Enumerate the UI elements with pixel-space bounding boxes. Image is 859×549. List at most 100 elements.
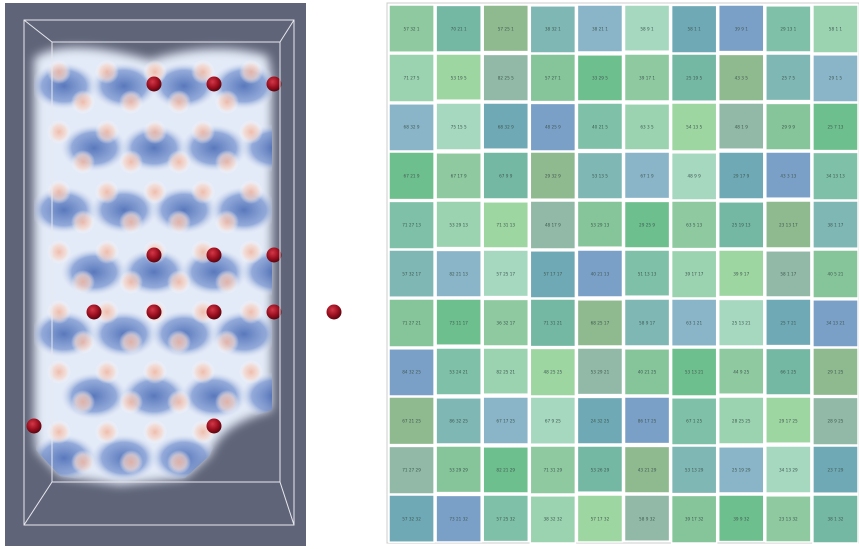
- cell-label: 53 29 13: [591, 223, 610, 228]
- cell-label: 82 21 29: [496, 468, 515, 473]
- cell-fill: [482, 4, 530, 53]
- cell-label: 25 13 21: [732, 321, 751, 326]
- cell-label: 63 3 5: [640, 125, 654, 130]
- warm-density-blob: [191, 120, 215, 144]
- grid-cell: 25 7 21: [765, 298, 812, 347]
- warm-density-blob: [215, 390, 239, 414]
- grid-cell: 53 19 5: [435, 53, 482, 101]
- grid-cell: 58 1 1: [670, 4, 718, 54]
- atom-sphere: [146, 247, 162, 263]
- grid-cell: 25 7 13: [812, 102, 859, 152]
- grid-cell: 39 17 17: [670, 249, 718, 299]
- grid-cell: 63 5 13: [670, 200, 718, 250]
- cell-label: 71 27 29: [402, 468, 421, 473]
- cell-label: 34 13 29: [779, 468, 798, 473]
- cell-fill: [812, 249, 859, 299]
- cell-label: 48 9 9: [687, 174, 701, 179]
- grid-cell: 40 21 13: [576, 249, 624, 298]
- grid-cell: 73 11 17: [435, 298, 482, 346]
- warm-density-blob: [95, 420, 119, 444]
- cell-fill: [482, 151, 530, 200]
- cell-fill: [576, 396, 624, 445]
- grid-cell: 29 1 5: [812, 54, 859, 103]
- warm-density-blob: [167, 270, 191, 294]
- grid-cell: 29 1 25: [812, 347, 859, 397]
- grid-cell: 67 17 9: [435, 152, 482, 200]
- cell-label: 23 7 29: [827, 468, 843, 473]
- cell-fill: [529, 151, 577, 200]
- cell-fill: [812, 4, 859, 54]
- grid-cell: 28 25 25: [717, 396, 765, 445]
- cell-fill: [435, 397, 482, 445]
- cell-label: 86 32 25: [449, 419, 468, 424]
- cell-label: 53 13 5: [592, 174, 608, 179]
- cell-label: 25 7 5: [782, 76, 796, 81]
- cell-label: 29 1 25: [827, 370, 843, 375]
- cell-label: 25 19 5: [686, 76, 702, 81]
- grid-cell: 82 21 29: [482, 446, 530, 494]
- grid-cell: 38 21 1: [576, 4, 624, 53]
- cell-label: 28 25 25: [732, 419, 751, 424]
- warm-density-blob: [239, 60, 263, 84]
- grid-cell: 39 9 32: [717, 494, 765, 543]
- warm-density-blob: [119, 270, 143, 294]
- box-back-face: [51, 41, 281, 483]
- cell-fill: [435, 494, 482, 543]
- warm-density-blob: [47, 180, 71, 204]
- warm-density-blob: [215, 210, 239, 234]
- warm-density-blob: [167, 390, 191, 414]
- warm-density-blob: [119, 330, 143, 354]
- cell-label: 57 32 1: [404, 27, 420, 32]
- cell-fill: [529, 5, 577, 54]
- warm-density-blob: [47, 300, 71, 324]
- cell-fill: [482, 446, 530, 494]
- cell-label: 57 25 1: [498, 27, 514, 32]
- cell-label: 38 32 1: [545, 27, 561, 32]
- cell-fill: [623, 53, 671, 102]
- cell-fill: [576, 494, 624, 543]
- cell-label: 34 13 21: [826, 321, 845, 326]
- grid-cell: 38 1 17: [812, 200, 859, 249]
- grid-cell: 67 9 9: [482, 151, 530, 200]
- cell-label: 71 31 21: [544, 321, 563, 326]
- cell-label: 71 27 21: [402, 321, 421, 326]
- grid-cell: 34 13 29: [765, 445, 812, 494]
- cell-label: 29 9 9: [782, 125, 796, 130]
- warm-density-blob: [167, 150, 191, 174]
- grid-cell: 53 13 5: [576, 151, 624, 200]
- cell-fill: [435, 298, 482, 346]
- grid-cell: 39 9 17: [717, 249, 765, 298]
- cell-label: 68 25 17: [591, 321, 610, 326]
- cell-fill: [670, 298, 718, 347]
- cell-label: 25 7 13: [827, 125, 843, 130]
- grid-cell: 82 25 5: [482, 53, 530, 102]
- grid-cell: 71 31 29: [529, 445, 577, 495]
- warm-density-blob: [239, 240, 263, 264]
- cell-fill: [388, 445, 435, 495]
- grid-cell: 43 3 5: [717, 53, 765, 102]
- grid-cell: 43 3 13: [765, 151, 812, 199]
- cell-label: 39 17 17: [685, 272, 704, 277]
- grid-cell: 23 7 29: [812, 445, 859, 494]
- cell-label: 57 25 17: [496, 272, 515, 277]
- grid-cell: 40 5 21: [812, 249, 859, 299]
- grid-cell: 67 1 9: [623, 151, 671, 200]
- grid-cell: 63 1 21: [670, 298, 718, 347]
- grid-cell: 63 3 5: [623, 103, 671, 151]
- grid-cell: 24 32 25: [576, 396, 624, 445]
- atom-sphere: [206, 304, 222, 320]
- cell-label: 84 32 25: [402, 370, 421, 375]
- cell-label: 67 21 25: [402, 419, 421, 424]
- warm-density-blob: [143, 420, 167, 444]
- cell-label: 53 29 29: [449, 468, 468, 473]
- cell-fill: [482, 494, 530, 543]
- cell-label: 57 17 32: [591, 517, 610, 522]
- warm-density-blob: [215, 150, 239, 174]
- cell-fill: [717, 494, 765, 543]
- grid-cell: 51 13 13: [623, 249, 671, 297]
- grid-cell: 48 9 9: [670, 152, 718, 201]
- warm-density-blob: [167, 210, 191, 234]
- cell-label: 67 9 9: [499, 174, 513, 179]
